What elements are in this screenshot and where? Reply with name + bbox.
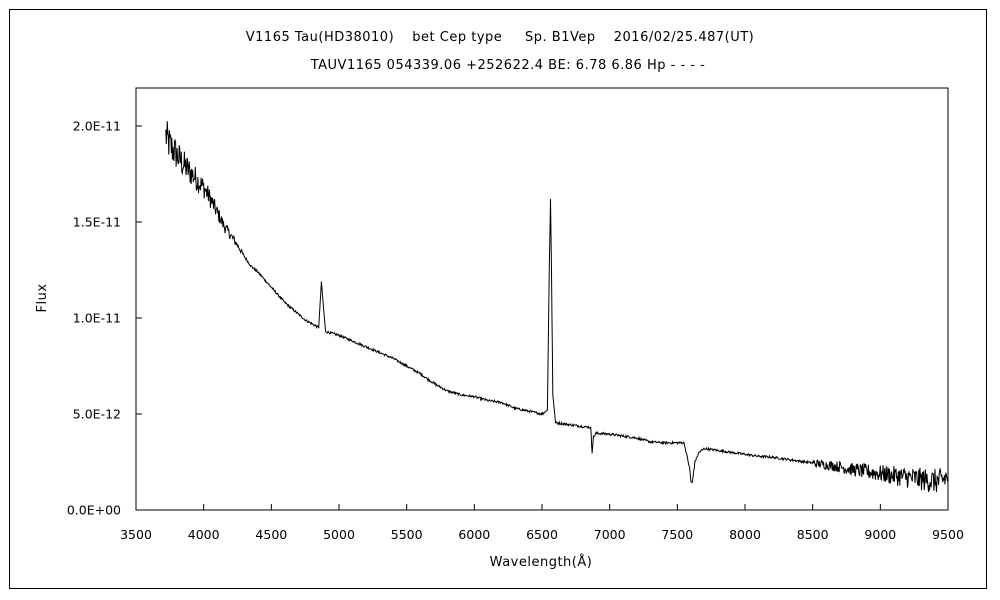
y-tick-label: 5.0E-12 <box>73 407 121 422</box>
x-tick-label: 7500 <box>661 527 693 542</box>
x-tick-label: 9500 <box>932 527 964 542</box>
x-tick-label: 5500 <box>391 527 423 542</box>
x-tick-label: 7000 <box>594 527 626 542</box>
x-tick-label: 6000 <box>458 527 490 542</box>
chart-frame <box>9 9 987 589</box>
y-tick-label: 0.0E+00 <box>67 503 121 518</box>
y-tick-label: 2.0E-11 <box>73 119 121 134</box>
chart-title-line1: V1165 Tau(HD38010) bet Cep type Sp. B1Ve… <box>246 30 754 45</box>
x-tick-label: 8000 <box>729 527 761 542</box>
x-tick-label: 6500 <box>526 527 558 542</box>
x-tick-label: 4000 <box>188 527 220 542</box>
chart-title-line2: TAUV1165 054339.06 +252622.4 BE: 6.78 6.… <box>310 58 706 73</box>
y-tick-label: 1.0E-11 <box>73 311 121 326</box>
y-tick-label: 1.5E-11 <box>73 215 121 230</box>
plot-area <box>135 87 949 511</box>
x-axis-label: Wavelength(Å) <box>490 554 593 570</box>
x-tick-label: 5000 <box>323 527 355 542</box>
x-tick-label: 3500 <box>120 527 152 542</box>
spectrum-series-line <box>165 121 949 493</box>
x-tick-label: 9000 <box>864 527 896 542</box>
x-tick-label: 8500 <box>797 527 829 542</box>
y-axis-label: Flux <box>35 283 50 312</box>
x-tick-label: 4500 <box>255 527 287 542</box>
